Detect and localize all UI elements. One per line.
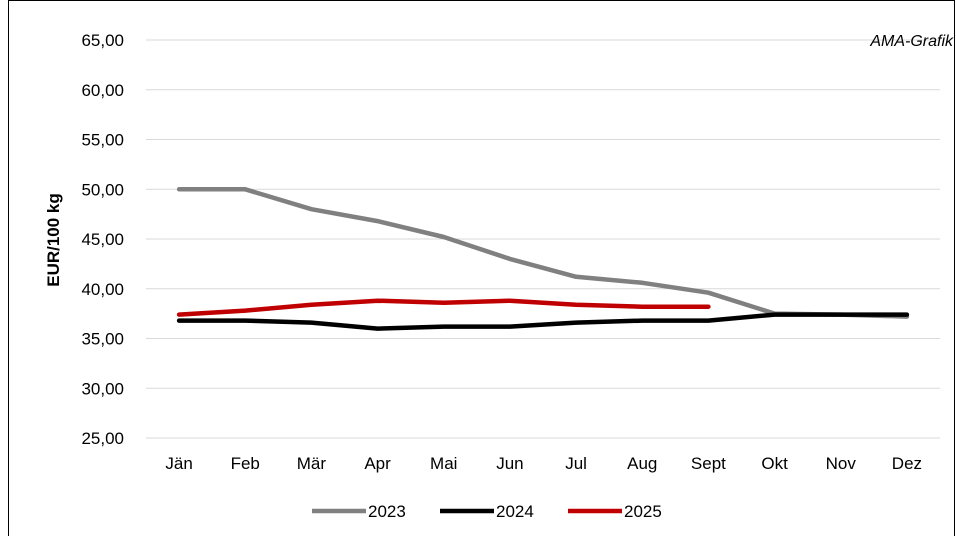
legend-item-2024: 2024: [440, 502, 534, 521]
y-tick-label: 60,00: [81, 81, 124, 100]
gridlines: [146, 39, 940, 439]
y-tick-label: 45,00: [81, 230, 124, 249]
chart-frame: [8, 0, 955, 536]
series-line-2024: [176, 312, 910, 331]
series-line-2023: [176, 187, 910, 319]
chart-annotation: AMA-Grafik: [869, 33, 954, 50]
x-tick-label: Aug: [627, 454, 657, 473]
legend-item-2025: 2025: [568, 502, 662, 521]
x-tick-label: Sept: [691, 454, 726, 473]
y-axis-title: EUR/100 kg: [44, 193, 63, 287]
legend-label: 2023: [368, 502, 406, 521]
y-tick-label: 50,00: [81, 180, 124, 199]
x-tick-label: Mai: [430, 454, 457, 473]
y-tick-label: 35,00: [81, 330, 124, 349]
x-tick-label: Jul: [565, 454, 587, 473]
y-tick-labels: 25,00 30,00 35,00 40,00 45,00 50,00 55,00 60,00…: [81, 31, 124, 448]
y-tick-label: 55,00: [81, 131, 124, 150]
y-tick-label: 25,00: [81, 429, 124, 448]
x-tick-label: Mär: [297, 454, 327, 473]
y-tick-label: 40,00: [81, 280, 124, 299]
x-tick-label: Feb: [231, 454, 260, 473]
series-lines: [176, 187, 910, 331]
x-tick-label: Jun: [496, 454, 523, 473]
y-tick-label: 65,00: [81, 31, 124, 50]
x-tick-label: Jän: [165, 454, 192, 473]
legend-item-2023: 2023: [312, 502, 406, 521]
x-tick-label: Nov: [826, 454, 857, 473]
legend-label: 2024: [496, 502, 534, 521]
legend-label: 2025: [624, 502, 662, 521]
y-tick-label: 30,00: [81, 379, 124, 398]
x-tick-label: Apr: [364, 454, 391, 473]
legend: 2023 2024 2025: [312, 502, 662, 521]
x-tick-label: Okt: [761, 454, 788, 473]
series-line-2025: [176, 298, 711, 317]
x-tick-label: Dez: [892, 454, 922, 473]
x-tick-labels: Jän Feb Mär Apr Mai Jun Jul Aug Sept Okt Nov Dez: [165, 454, 922, 473]
